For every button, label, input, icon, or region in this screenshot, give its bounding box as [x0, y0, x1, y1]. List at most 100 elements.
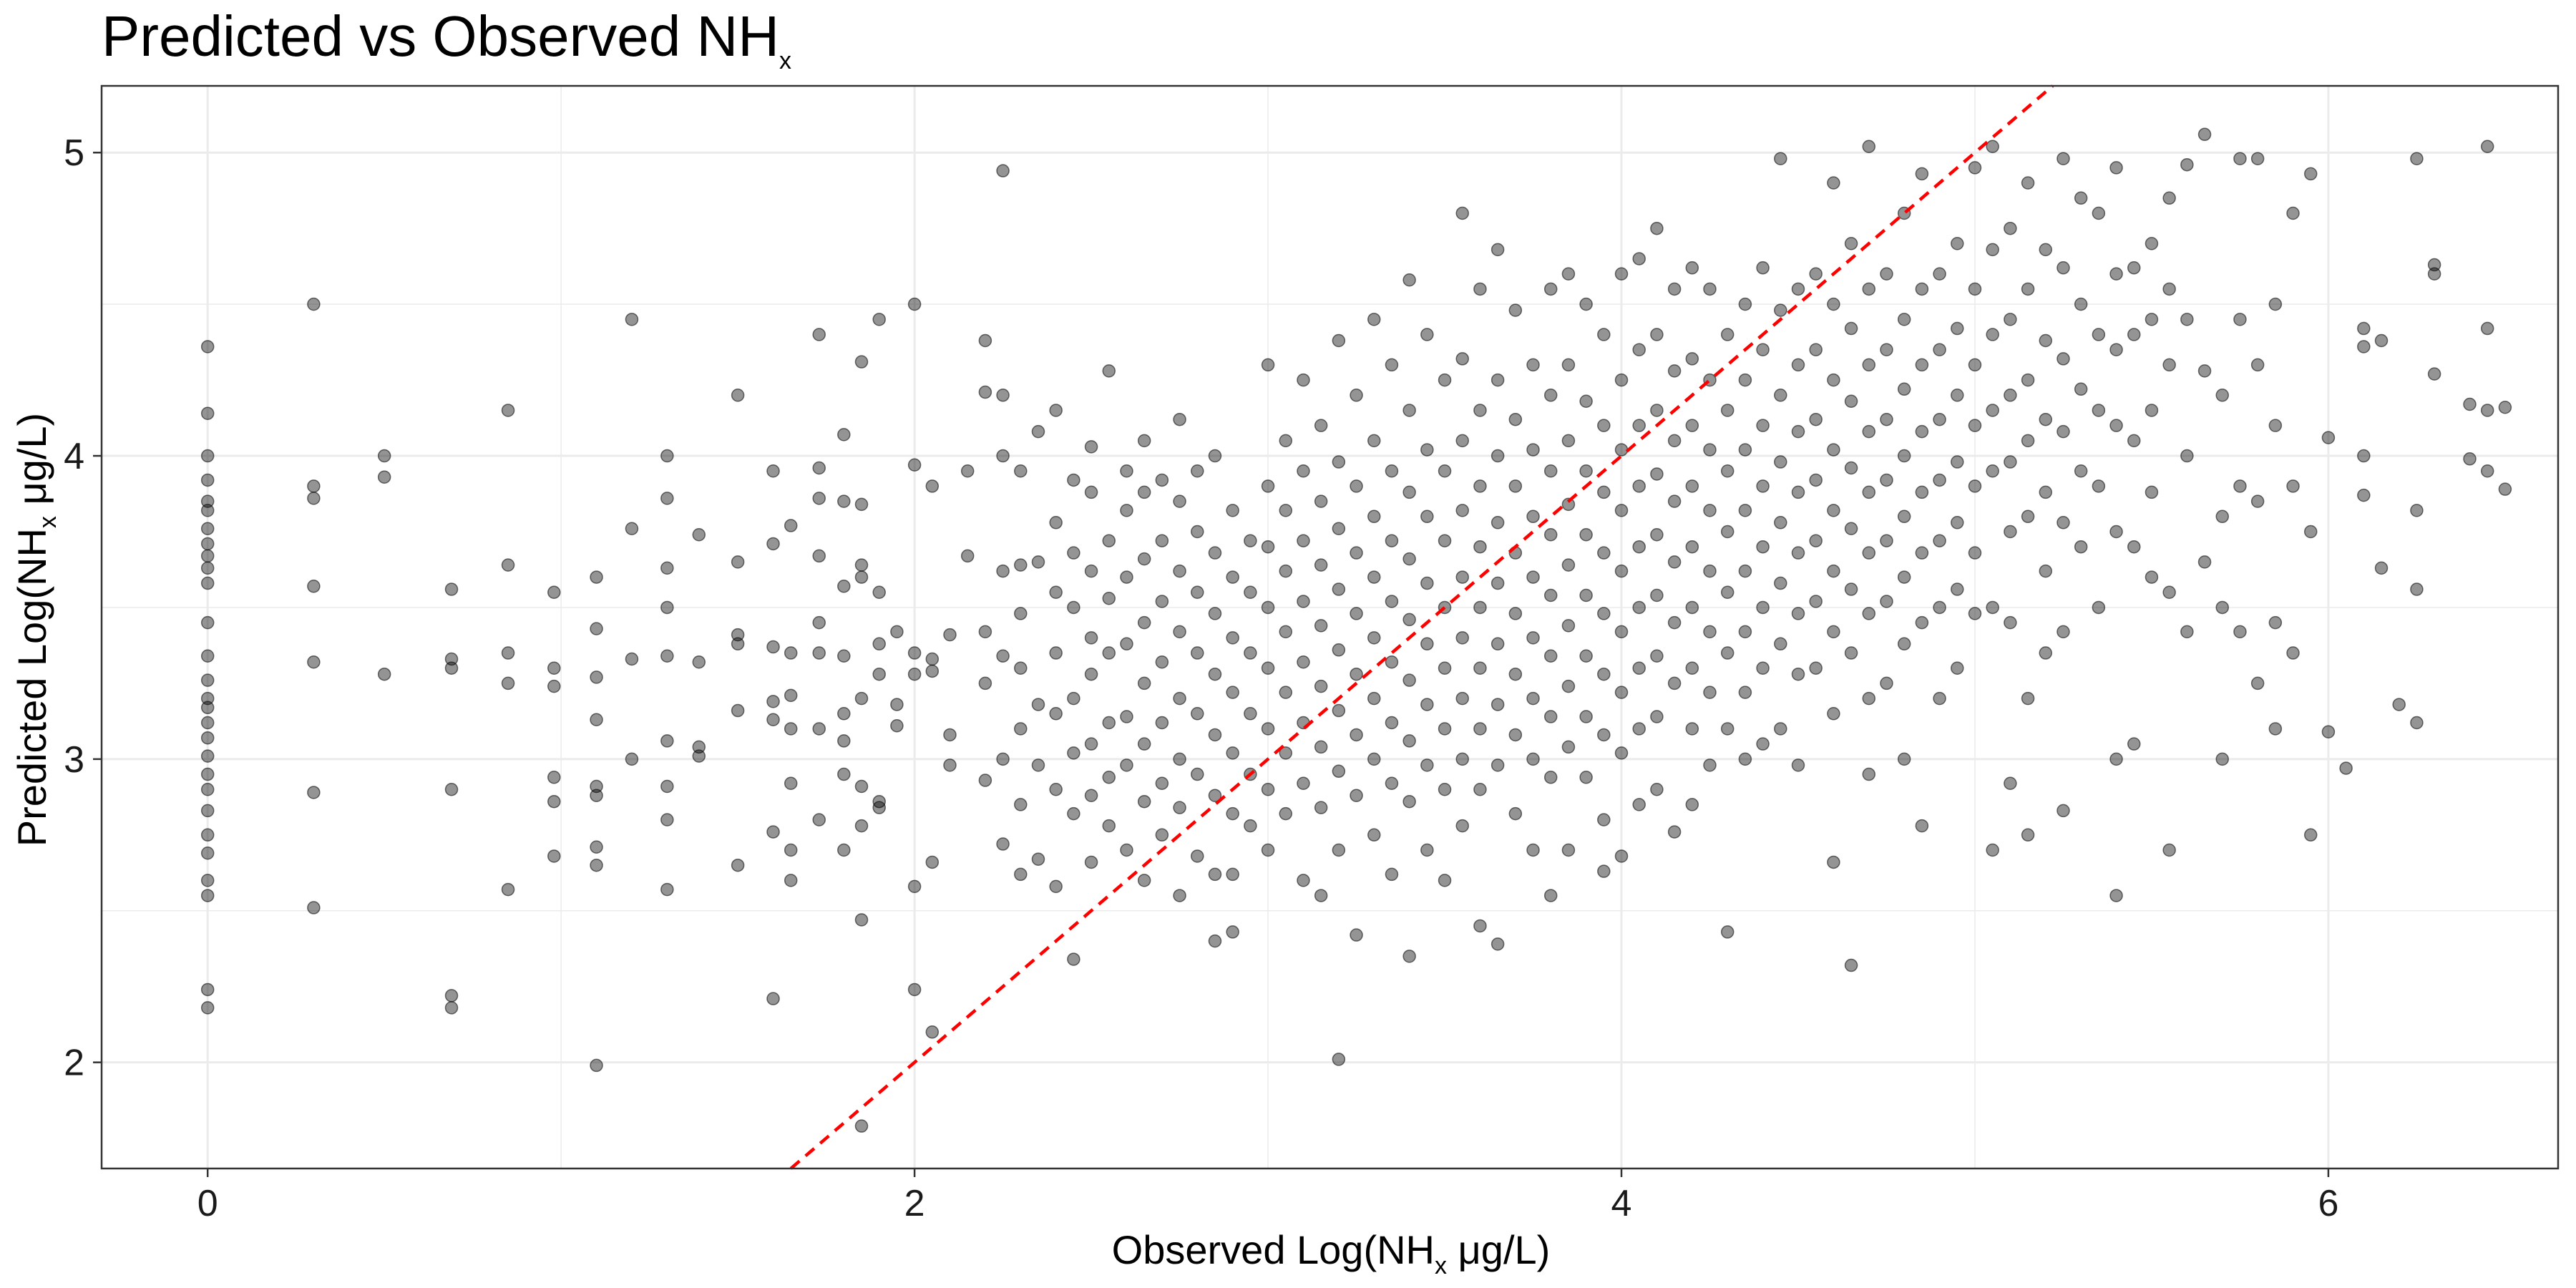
data-point	[1933, 412, 1946, 426]
data-point	[1685, 352, 1699, 366]
data-point	[1155, 655, 1169, 669]
data-point	[1367, 691, 1381, 706]
data-point	[1597, 667, 1611, 681]
data-point	[925, 664, 940, 678]
data-point	[1543, 282, 1558, 296]
data-point	[1402, 734, 1416, 748]
data-point	[1508, 607, 1523, 620]
data-point	[1667, 615, 1682, 630]
data-point	[1597, 485, 1611, 499]
data-point	[907, 667, 922, 681]
data-point	[307, 580, 321, 593]
data-point	[1102, 771, 1116, 784]
data-point	[1597, 607, 1611, 620]
data-point	[1597, 728, 1611, 742]
data-point	[1526, 443, 1540, 457]
data-point	[1809, 534, 1823, 547]
data-point	[1244, 819, 1257, 833]
data-point	[1332, 643, 1346, 657]
data-point	[1385, 716, 1399, 730]
data-point	[590, 1058, 603, 1073]
data-point	[1880, 343, 1893, 356]
data-point	[2233, 313, 2247, 326]
data-point	[2004, 776, 2017, 791]
data-point	[2074, 191, 2088, 205]
data-point	[1703, 443, 1717, 457]
data-point	[1738, 564, 1752, 578]
data-point	[2039, 646, 2053, 660]
data-point	[1667, 825, 1682, 839]
data-point	[2480, 321, 2494, 336]
data-point	[837, 767, 851, 781]
data-point	[2145, 237, 2159, 250]
data-point	[2250, 152, 2265, 165]
data-point	[1756, 479, 1770, 493]
data-point	[996, 449, 1010, 463]
data-point	[2039, 412, 2053, 426]
data-point	[1332, 1053, 1346, 1066]
data-point	[1102, 819, 1116, 833]
data-point	[2074, 464, 2088, 478]
data-point	[1226, 746, 1239, 760]
data-point	[890, 625, 904, 639]
data-point	[925, 479, 940, 493]
data-point	[1350, 607, 1363, 620]
data-point	[2303, 828, 2318, 842]
data-point	[2463, 397, 2477, 411]
data-point	[1102, 591, 1116, 605]
data-point	[2250, 494, 2265, 508]
data-point	[1350, 389, 1363, 402]
data-point	[2057, 804, 2070, 818]
data-point	[1014, 798, 1028, 811]
data-point	[1350, 667, 1363, 681]
data-point	[444, 582, 459, 596]
data-point	[660, 649, 674, 663]
data-point	[1314, 889, 1328, 902]
data-point	[200, 846, 215, 860]
data-point	[1332, 764, 1346, 779]
data-point	[2004, 455, 2017, 469]
data-point	[2109, 752, 2123, 766]
data-point	[1667, 555, 1682, 569]
data-point	[1297, 874, 1310, 887]
data-point	[1084, 440, 1098, 454]
data-point	[1667, 282, 1682, 296]
data-point	[2109, 419, 2123, 432]
data-point	[2057, 516, 2070, 530]
data-point	[1455, 752, 1469, 766]
data-point	[2162, 585, 2176, 600]
data-point	[960, 549, 975, 563]
data-point	[2074, 297, 2088, 311]
data-point	[1226, 570, 1239, 584]
data-point	[1208, 667, 1222, 681]
data-point	[1756, 737, 1770, 751]
data-point	[1173, 412, 1186, 426]
data-point	[2092, 479, 2106, 493]
data-point	[1385, 534, 1399, 547]
y-tick-label: 2	[64, 1043, 84, 1084]
data-point	[960, 464, 975, 478]
data-point	[1667, 676, 1682, 691]
data-point	[1420, 698, 1434, 711]
x-tick-label: 0	[197, 1183, 218, 1224]
data-point	[925, 652, 940, 666]
data-point	[2357, 449, 2371, 463]
data-point	[1526, 691, 1540, 706]
data-point	[1933, 600, 1946, 615]
data-point	[1014, 722, 1028, 736]
data-point	[200, 504, 215, 517]
data-point	[1155, 828, 1169, 842]
data-point	[590, 713, 603, 727]
data-point	[200, 1001, 215, 1015]
data-point	[812, 813, 826, 826]
data-point	[812, 492, 826, 505]
data-point	[1314, 679, 1328, 693]
data-point	[1862, 140, 1876, 154]
data-point	[2127, 261, 2141, 275]
data-point	[1261, 661, 1275, 675]
data-point	[2410, 504, 2424, 517]
data-point	[1614, 686, 1629, 699]
data-point	[1561, 740, 1576, 754]
data-point	[2092, 404, 2106, 417]
data-point	[1579, 771, 1593, 784]
